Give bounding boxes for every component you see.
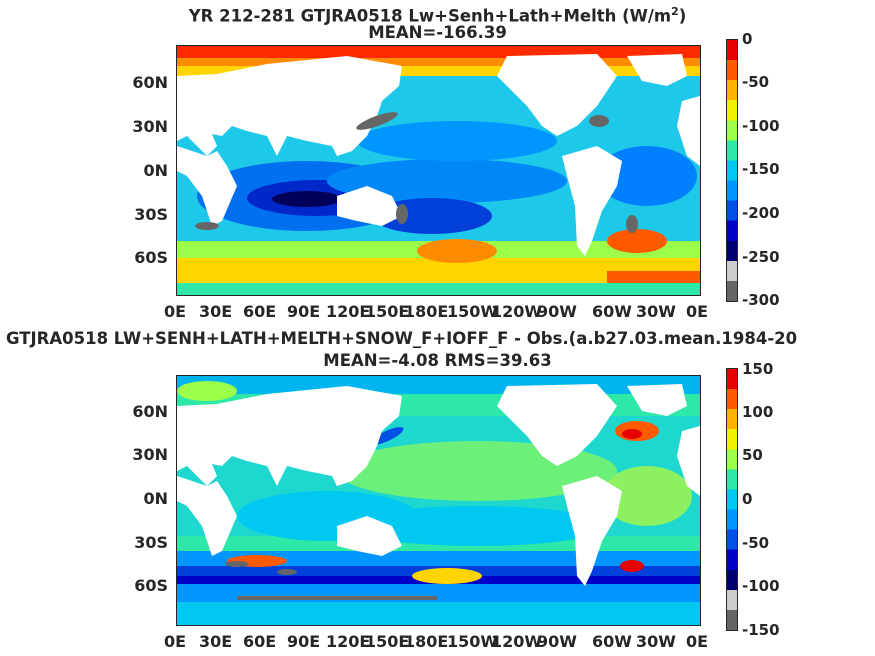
panel1-lat-label: 0N — [143, 161, 168, 180]
panel1-lat-label: 60N — [132, 73, 168, 92]
panel1-lon-label: 150E — [365, 302, 410, 321]
panel1-lon-label: 150W — [447, 302, 499, 321]
panel2-lat-label: 60S — [134, 576, 168, 595]
panel2-lon-label: 30E — [199, 632, 233, 651]
panel2-lat-label: 30S — [134, 533, 168, 552]
panel1-colorbar-label: -150 — [742, 160, 780, 178]
panel2-lat-label: 60N — [132, 402, 168, 421]
panel1-colorbar-label: -300 — [742, 291, 780, 309]
panel2-lon-label: 180E — [404, 632, 449, 651]
panel1-lon-label: 0E — [164, 302, 187, 321]
panel1-lon-label: 90E — [287, 302, 321, 321]
panel2-lon-label: 120W — [491, 632, 543, 651]
panel1-lon-label: 30E — [199, 302, 233, 321]
panel1-lon-label: 60W — [592, 302, 632, 321]
panel1-lon-label: 180E — [404, 302, 449, 321]
panel1-lon-label: 30W — [636, 302, 676, 321]
panel2-subtitle: MEAN=-4.08 RMS=39.63 — [323, 351, 552, 370]
panel2-lat-label: 0N — [143, 489, 168, 508]
panel1-colorbar-label: -250 — [742, 248, 780, 266]
panel1-lon-label: 120W — [491, 302, 543, 321]
panel1-colorbar-label: -200 — [742, 204, 780, 222]
panel2-colorbar-label: -150 — [742, 621, 780, 639]
panel1-subtitle: MEAN=-166.39 — [368, 23, 507, 42]
panel2-lon-label: 90W — [537, 632, 577, 651]
panel1-colorbar-label: 0 — [742, 30, 753, 48]
panel2-colorbar-label: 150 — [742, 360, 774, 378]
panel2-colorbar-label: -50 — [742, 534, 770, 552]
panel1-lat-label: 30N — [132, 117, 168, 136]
panel2-lon-label: 30W — [636, 632, 676, 651]
panel1-lon-label: 120E — [326, 302, 371, 321]
panel1-lat-label: 60S — [134, 248, 168, 267]
panel2-lon-label: 0E — [686, 632, 709, 651]
panel1-lat-label: 30S — [134, 205, 168, 224]
panel2-lat-label: 30N — [132, 445, 168, 464]
panel1-lon-label: 0E — [686, 302, 709, 321]
panel1-lon-label: 60E — [243, 302, 277, 321]
panel1-title-superscript: 2 — [671, 5, 679, 18]
panel2-colorbar-label: 50 — [742, 446, 763, 464]
panel1-colorbar-label: -100 — [742, 117, 780, 135]
panel2-lon-label: 60E — [243, 632, 277, 651]
panel2-map — [176, 375, 701, 626]
panel2-lon-label: 0E — [164, 632, 187, 651]
panel2-colorbar-label: -100 — [742, 577, 780, 595]
panel1-title: YR 212-281 GTJRA0518 Lw+Senh+Lath+Melth … — [188, 5, 687, 26]
panel2-colorbar-label: 0 — [742, 490, 753, 508]
panel2-colorbar — [726, 368, 738, 631]
panel1-colorbar-label: -50 — [742, 73, 770, 91]
panel2-lon-label: 60W — [592, 632, 632, 651]
panel2-lon-label: 150E — [365, 632, 410, 651]
panel2-colorbar-label: 100 — [742, 403, 774, 421]
panel2-title: GTJRA0518 LW+SENH+LATH+MELTH+SNOW_F+IOFF… — [6, 329, 798, 348]
panel2-lon-label: 120E — [326, 632, 371, 651]
panel1-colorbar — [726, 39, 738, 302]
panel1-map — [176, 45, 701, 296]
panel1-lon-label: 90W — [537, 302, 577, 321]
panel2-lon-label: 150W — [447, 632, 499, 651]
panel2-lon-label: 90E — [287, 632, 321, 651]
